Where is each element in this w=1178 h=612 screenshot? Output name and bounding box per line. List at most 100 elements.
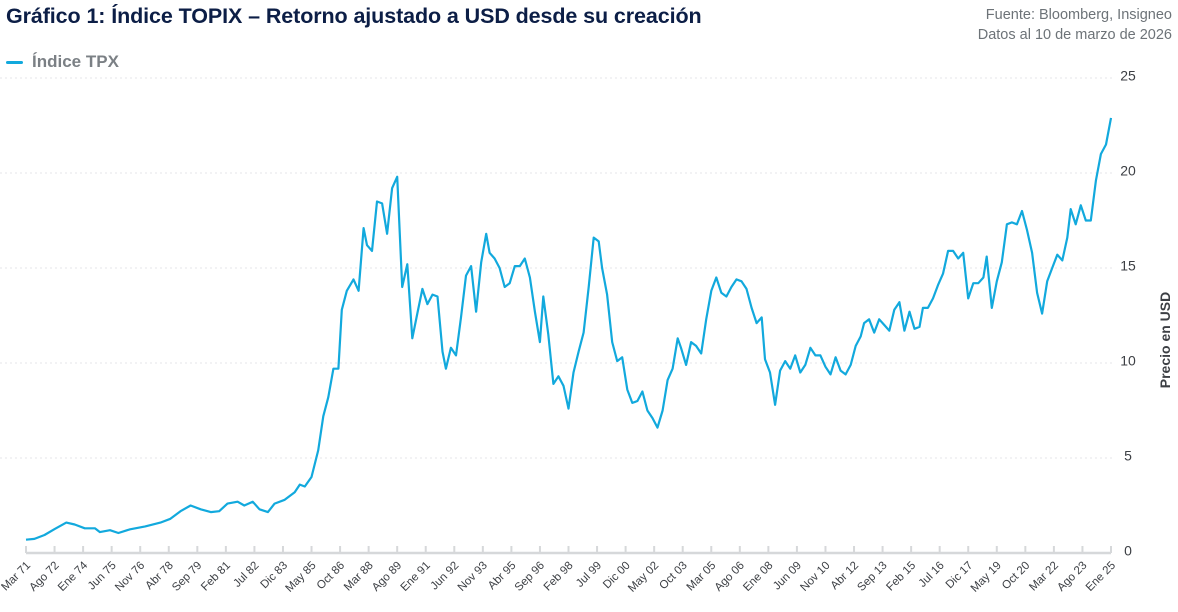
data-point xyxy=(761,316,763,318)
legend-line-swatch xyxy=(6,60,23,64)
data-point xyxy=(371,250,373,252)
data-point xyxy=(804,364,806,366)
data-point xyxy=(982,277,984,279)
x-tick-label: Ene 25 xyxy=(1084,560,1118,594)
y-tick-label: 15 xyxy=(1120,258,1136,274)
data-point xyxy=(730,286,732,288)
data-point xyxy=(695,345,697,347)
data-point xyxy=(751,307,753,309)
data-point xyxy=(824,366,826,368)
data-point xyxy=(888,330,890,332)
data-point xyxy=(672,368,674,370)
data-point xyxy=(1080,204,1082,206)
data-point xyxy=(519,265,521,267)
data-point xyxy=(611,341,613,343)
data-point xyxy=(159,522,161,524)
data-point xyxy=(1070,208,1072,210)
y-tick-label: 0 xyxy=(1124,543,1132,559)
data-point xyxy=(1036,292,1038,294)
data-point xyxy=(690,341,692,343)
data-point xyxy=(789,368,791,370)
data-point xyxy=(957,258,959,260)
data-point xyxy=(784,360,786,362)
x-tick-label: May 19 xyxy=(969,560,1004,595)
data-point xyxy=(626,389,628,391)
data-point xyxy=(908,311,910,313)
x-tick-label: May 02 xyxy=(626,560,661,595)
x-tick-label: Jun 75 xyxy=(86,560,119,593)
data-point xyxy=(54,528,56,530)
data-point xyxy=(317,449,319,451)
data-point xyxy=(299,484,301,486)
chart-title: Gráfico 1: Índice TOPIX – Retorno ajusta… xyxy=(6,4,702,28)
x-tick-label: Ago 72 xyxy=(27,560,61,594)
data-point xyxy=(578,351,580,353)
data-point xyxy=(952,250,954,252)
data-point xyxy=(358,290,360,292)
data-point xyxy=(74,524,76,526)
data-point xyxy=(406,263,408,265)
data-point xyxy=(332,368,334,370)
data-point xyxy=(662,410,664,412)
data-point xyxy=(258,508,260,510)
x-tick-label: Jul 99 xyxy=(574,560,604,590)
x-tick-label: Ene 91 xyxy=(399,560,433,594)
data-point xyxy=(445,368,447,370)
data-point xyxy=(878,318,880,320)
data-point xyxy=(322,415,324,417)
data-point xyxy=(1001,261,1003,263)
data-point xyxy=(1100,153,1102,155)
data-point xyxy=(346,290,348,292)
data-point xyxy=(129,528,131,530)
data-point xyxy=(873,332,875,334)
legend: Índice TPX xyxy=(6,52,119,72)
data-point xyxy=(514,265,516,267)
data-point xyxy=(977,282,979,284)
data-point xyxy=(65,522,67,524)
x-tick-label: Ago 06 xyxy=(713,560,747,594)
data-point xyxy=(304,486,306,488)
data-point xyxy=(720,292,722,294)
x-tick-label: Feb 98 xyxy=(542,560,576,594)
data-point xyxy=(962,252,964,254)
data-point xyxy=(680,347,682,349)
x-tick-label: Mar 05 xyxy=(685,560,719,594)
data-point xyxy=(855,345,857,347)
data-point xyxy=(913,328,915,330)
data-point xyxy=(411,337,413,339)
data-point xyxy=(631,402,633,404)
x-tick-label: Jun 09 xyxy=(771,560,804,593)
data-point xyxy=(685,364,687,366)
data-point xyxy=(863,322,865,324)
y-axis-label: Precio en USD xyxy=(1157,292,1173,388)
data-point xyxy=(504,286,506,288)
data-point xyxy=(1011,221,1013,223)
data-point xyxy=(1006,223,1008,225)
data-point xyxy=(1056,254,1058,256)
data-point xyxy=(180,510,182,512)
x-tick-label: Oct 86 xyxy=(315,560,347,592)
data-point xyxy=(1105,144,1107,146)
data-point xyxy=(442,351,444,353)
data-point xyxy=(573,372,575,374)
data-point xyxy=(903,330,905,332)
data-point xyxy=(480,261,482,263)
data-point xyxy=(366,244,368,246)
data-point xyxy=(509,282,511,284)
data-point xyxy=(200,508,202,510)
data-point xyxy=(677,337,679,339)
data-point xyxy=(1016,223,1018,225)
data-point xyxy=(919,326,921,328)
data-point xyxy=(799,372,801,374)
x-tick-label: Feb 81 xyxy=(199,560,233,594)
data-point xyxy=(416,313,418,315)
data-point xyxy=(710,290,712,292)
data-point xyxy=(99,531,101,533)
data-point xyxy=(740,280,742,282)
x-tick-label: Ago 23 xyxy=(1055,560,1089,594)
data-point xyxy=(552,383,554,385)
data-point xyxy=(376,201,378,203)
data-point xyxy=(534,311,536,313)
data-point xyxy=(725,296,727,298)
x-tick-label: Ene 08 xyxy=(741,560,775,594)
